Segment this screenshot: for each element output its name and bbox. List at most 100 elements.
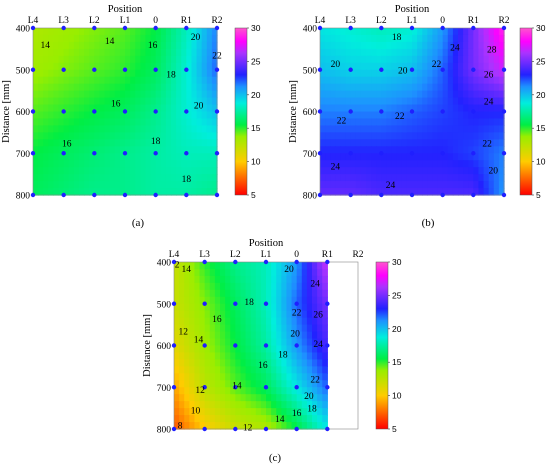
measurement-point — [263, 259, 269, 265]
heatmap-cell — [255, 262, 262, 270]
measurement-point — [184, 151, 189, 156]
colorbar-tick-label: 30 — [251, 23, 261, 33]
heatmap-cell — [371, 118, 377, 127]
heatmap-cell — [301, 352, 308, 361]
heatmap-cell — [201, 34, 208, 43]
heatmap-cell — [104, 181, 111, 189]
heatmap-cell — [437, 97, 444, 106]
heatmap-cell — [189, 289, 196, 298]
heatmap-cell — [355, 153, 362, 161]
heatmap-cell — [43, 132, 49, 140]
heatmap-cell — [104, 41, 111, 50]
heatmap-cell — [432, 111, 439, 120]
heatmap-cell — [109, 118, 116, 127]
heatmap-cell — [220, 352, 226, 361]
heatmap-cell — [255, 366, 262, 374]
heatmap-cell — [301, 282, 308, 291]
heatmap-cell — [286, 359, 293, 367]
heatmap-cell — [281, 359, 288, 367]
heatmap-cell — [63, 28, 70, 36]
heatmap-cell — [99, 76, 106, 85]
heatmap-cell — [114, 62, 121, 71]
heatmap-cell — [355, 174, 362, 182]
heatmap-cell — [493, 34, 500, 43]
heatmap-cell — [391, 118, 398, 127]
heatmap-cell — [214, 331, 221, 340]
heatmap-cell — [179, 415, 185, 423]
heatmap-cell — [89, 174, 95, 182]
heatmap-cell — [104, 69, 111, 78]
heatmap-cell — [43, 153, 49, 161]
heatmap-cell — [493, 188, 500, 196]
heatmap-cell — [376, 90, 382, 99]
heatmap-cell — [255, 331, 262, 340]
heatmap-cell — [245, 366, 252, 374]
heatmap-cell — [371, 167, 377, 175]
heatmap-cell — [240, 387, 247, 395]
measurement-point — [171, 301, 177, 306]
heatmap-cell — [73, 174, 80, 182]
heatmap-cell — [340, 55, 347, 64]
heatmap-cell — [58, 104, 65, 113]
heatmap-cell — [442, 167, 449, 175]
heatmap-cell — [89, 125, 95, 133]
heatmap-cell — [125, 181, 131, 189]
heatmap-cell — [104, 62, 111, 71]
heatmap-cell — [458, 111, 464, 120]
heatmap-cell — [204, 422, 211, 430]
contour-label: 18 — [244, 298, 254, 308]
heatmap-cell — [330, 118, 336, 127]
measurement-point — [440, 151, 445, 156]
heatmap-cell — [220, 303, 226, 312]
heatmap-cell — [250, 401, 257, 409]
heatmap-cell — [214, 366, 221, 374]
heatmap-cell — [271, 366, 277, 374]
heatmap-cell — [271, 282, 277, 291]
heatmap-cell — [184, 352, 190, 361]
heatmap-cell — [94, 167, 101, 175]
heatmap-cell — [196, 167, 203, 175]
heatmap-cell — [53, 174, 60, 182]
heatmap-cell — [458, 118, 464, 127]
heatmap-cell — [452, 111, 459, 120]
heatmap-cell — [417, 90, 423, 99]
heatmap-cell — [442, 181, 449, 189]
heatmap-cell — [184, 394, 190, 402]
heatmap-cell — [360, 83, 367, 92]
heatmap-cell — [160, 125, 167, 133]
heatmap-cell — [104, 111, 111, 120]
heatmap-cell — [125, 111, 131, 120]
heatmap-cell — [214, 373, 221, 381]
heatmap-cell — [442, 48, 449, 57]
heatmap-cell — [189, 366, 196, 374]
heatmap-cell — [48, 181, 55, 189]
heatmap-cell — [458, 160, 464, 168]
heatmap-cell — [442, 132, 449, 140]
heatmap-cell — [427, 69, 434, 78]
heatmap-cell — [366, 48, 372, 57]
heatmap-cell — [53, 97, 60, 106]
heatmap-cell — [109, 90, 116, 99]
heatmap-cell — [119, 28, 126, 36]
heatmap-cell — [68, 146, 75, 154]
heatmap-cell — [119, 167, 126, 175]
heatmap-cell — [296, 387, 303, 395]
heatmap-cell — [255, 289, 262, 298]
heatmap-cell — [386, 118, 393, 127]
heatmap-cell — [135, 90, 141, 99]
heatmap-cell — [260, 373, 267, 381]
heatmap-cell — [99, 146, 106, 154]
heatmap-cell — [360, 167, 367, 175]
heatmap-cell — [452, 160, 459, 168]
heatmap-cell — [458, 76, 464, 85]
heatmap-cell — [220, 394, 226, 402]
heatmap-cell — [406, 139, 413, 147]
heatmap-cell — [325, 55, 331, 64]
heatmap-cell — [396, 167, 403, 175]
heatmap-cell — [174, 262, 180, 270]
heatmap-cell — [452, 125, 459, 133]
heatmap-cell — [266, 275, 272, 284]
measurement-point — [325, 385, 330, 390]
heatmap-cell — [286, 415, 293, 423]
